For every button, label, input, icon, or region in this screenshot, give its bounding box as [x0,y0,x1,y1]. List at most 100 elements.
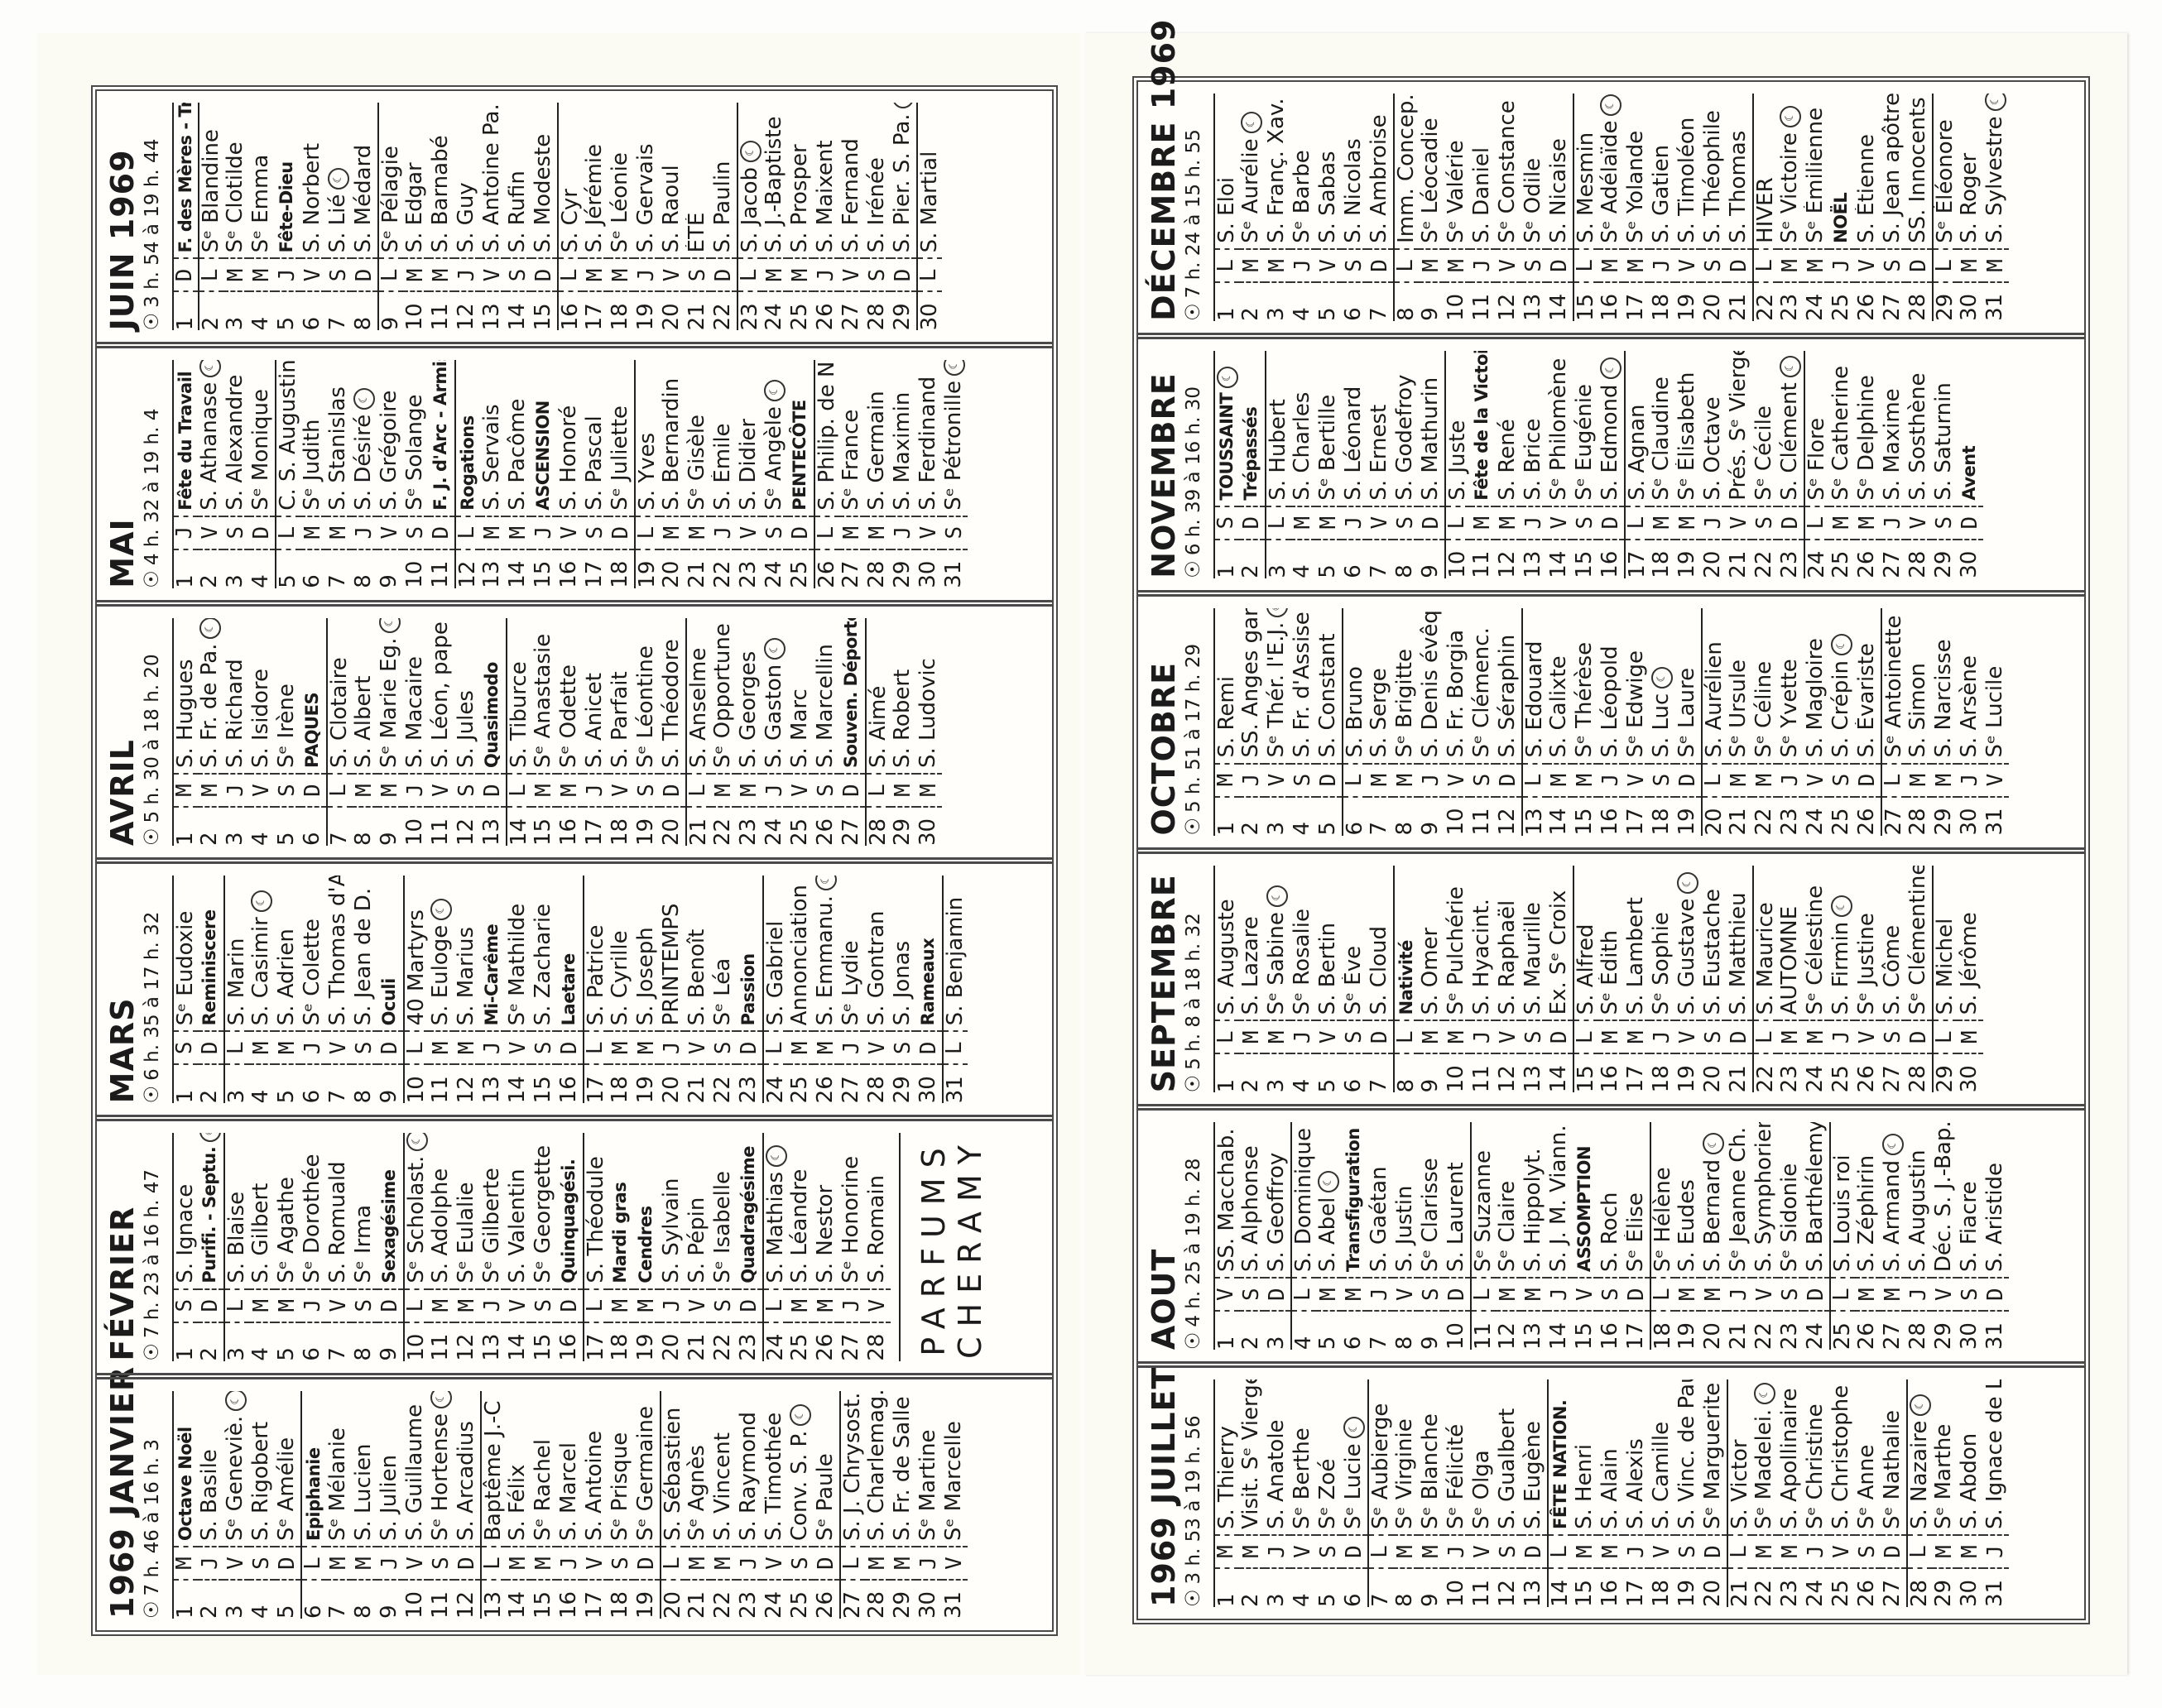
weekday-cell [788,773,814,807]
day-row: 2 Visit. Sᵉ Vierge [1238,1379,1265,1607]
weekday-cell [737,1288,762,1322]
day-number: 25 [787,1063,814,1104]
saint-name: S. Ferdinand [916,360,942,515]
sunrise-sunset: ☉5 h. 51 à 17 h. 29 [1181,608,1205,836]
weekday-cell [198,1546,223,1579]
weekday-cell [1266,505,1290,539]
day-row: 31 S. Aristide [1982,1122,2009,1351]
day-row: 18 Sᵉ Prisque [608,1391,634,1619]
weekday-cell [814,773,839,807]
day-row: 14 FÊTE NATION. [1547,1379,1573,1607]
sunrise-sunset: ☉4 h. 25 à 19 h. 28 [1181,1122,1205,1350]
saint-name-text: S. Marc [788,688,812,769]
day-number: 26 [813,1579,839,1619]
day-number: 5 [1315,1567,1342,1607]
saint-name: S. Clément☾ [1778,351,1804,506]
saint-name: S. Gervais [634,103,660,257]
day-number: 2 [197,1063,223,1104]
weekday-cell [429,1288,454,1322]
day-row: 15 Sᵉ Eugénie [1572,351,1598,578]
weekday-cell [1727,1277,1752,1311]
day-number: 6 [300,1063,326,1104]
day-number: 18 [608,548,634,588]
day-number: 5 [274,1063,300,1104]
saint-name-text: S. Zacharie [531,903,555,1026]
saint-name: S. Séraphin [1496,608,1521,763]
day-number: 18 [1649,1053,1675,1093]
saint-name-text: S. Zéphirin [1855,1154,1879,1273]
day-number: 14 [505,1579,531,1619]
saint-name: PRINTEMPS [660,876,685,1030]
day-number: 19 [635,548,660,588]
day-number: 28 [1905,538,1932,578]
days-list: 1 Sᵉ Eudoxie 2 Reminiscere 3 S. Marin 4 S. Casi… [172,876,968,1104]
moon-phase-icon: ☾ [763,380,786,402]
saint-name-text: S. Thierry [1215,1426,1239,1529]
saint-name-text: S. Macaire [403,656,427,769]
weekday-cell [275,1030,300,1064]
day-number: 26 [1854,1310,1881,1351]
day-number: 28 [864,1063,891,1104]
saint-name: S. Georges [737,618,762,773]
day-number: 27 [1880,281,1906,321]
day-row: 25 NOËL [1828,94,1855,321]
day-row: 16 Quinquagési. [556,1133,583,1361]
day-row: 27 Sᵉ Lydie [838,876,865,1104]
day-row: 30 S. Fiacre [1957,1122,1983,1351]
day-row: 20 PRINTEMPS [659,876,685,1104]
weekday-cell [429,257,454,291]
weekday-cell [583,773,608,807]
day-row: 21 S. Victor [1727,1379,1752,1607]
weekday-cell [1521,505,1547,539]
weekday-cell [762,1546,788,1579]
saint-name-text: S. Ignace de L. [1983,1379,2007,1529]
day-row: 25 S. Crépin☾ [1828,608,1855,836]
saint-name-text: Sᵉ Pétronille [942,380,966,511]
saint-name-text: Sexagésime [379,1169,399,1283]
day-row: 7 Sᵉ Aubierge [1367,1379,1393,1607]
day-number: 2 [1238,538,1265,578]
saint-name: Laetare [557,876,583,1030]
day-row: 9 S. Mathurin [1418,351,1444,578]
month-title: AOUT [1146,1248,1182,1351]
day-row: 20 Sᵉ Marguerite [1700,1379,1727,1607]
saint-name: Sᵉ Berthe [1290,1379,1316,1534]
weekday-cell [1393,1277,1419,1311]
weekday-cell [225,1030,249,1064]
day-row: 24 Sᵉ Flore [1804,350,1829,578]
day-number: 9 [378,290,403,331]
day-row: 3 S. Blaise [223,1133,249,1361]
day-row: 22 S. Émile [710,360,737,588]
days-list: 1 TOUSSAINT☾ 2 Trépassés 3 S. Hubert 4 S. Charl… [1213,350,1983,578]
day-row: 26 S. Marcellin [813,618,839,847]
day-row: 11 Sᵉ Olga [1469,1379,1496,1607]
saint-name: Sᵉ Prisque [608,1391,634,1546]
saint-name: F. des Mères - Tri. [174,103,198,257]
day-row: 29 S. Saturnin [1931,351,1958,578]
sun-icon: ☉ [140,312,163,331]
day-row: 11 S. Léon, pape [428,618,454,847]
day-number: 2 [1238,795,1265,836]
saint-name-text: AUTOMNE [1778,905,1802,1015]
day-row: 29 S. Fr. de Salle [890,1391,916,1619]
weekday-cell [531,1030,557,1064]
moon-phase-icon: ☾ [1984,94,2006,112]
saint-name: Sᵉ Scholast.☾ [405,1133,429,1288]
weekday-cell [1496,1277,1521,1311]
weekday-cell [1598,1534,1624,1567]
weekday-cell [456,515,480,549]
weekday-cell [557,1546,583,1579]
day-row: 19 Sᵉ Léontine [633,618,660,847]
day-number: 13 [479,548,506,588]
day-number: 23 [1777,1053,1804,1093]
day-number: 23 [1777,1310,1804,1351]
weekday-cell [1215,505,1239,539]
saint-name: S. Fr. de Salle [891,1391,916,1546]
day-number: 5 [274,290,300,331]
weekday-cell [249,773,275,807]
saint-name-text: S. Clotaire [328,657,352,769]
day-number: 30 [915,548,942,588]
weekday-cell [1701,1020,1727,1053]
saint-name-text: Quinquagési. [559,1159,579,1283]
weekday-cell [506,515,531,549]
